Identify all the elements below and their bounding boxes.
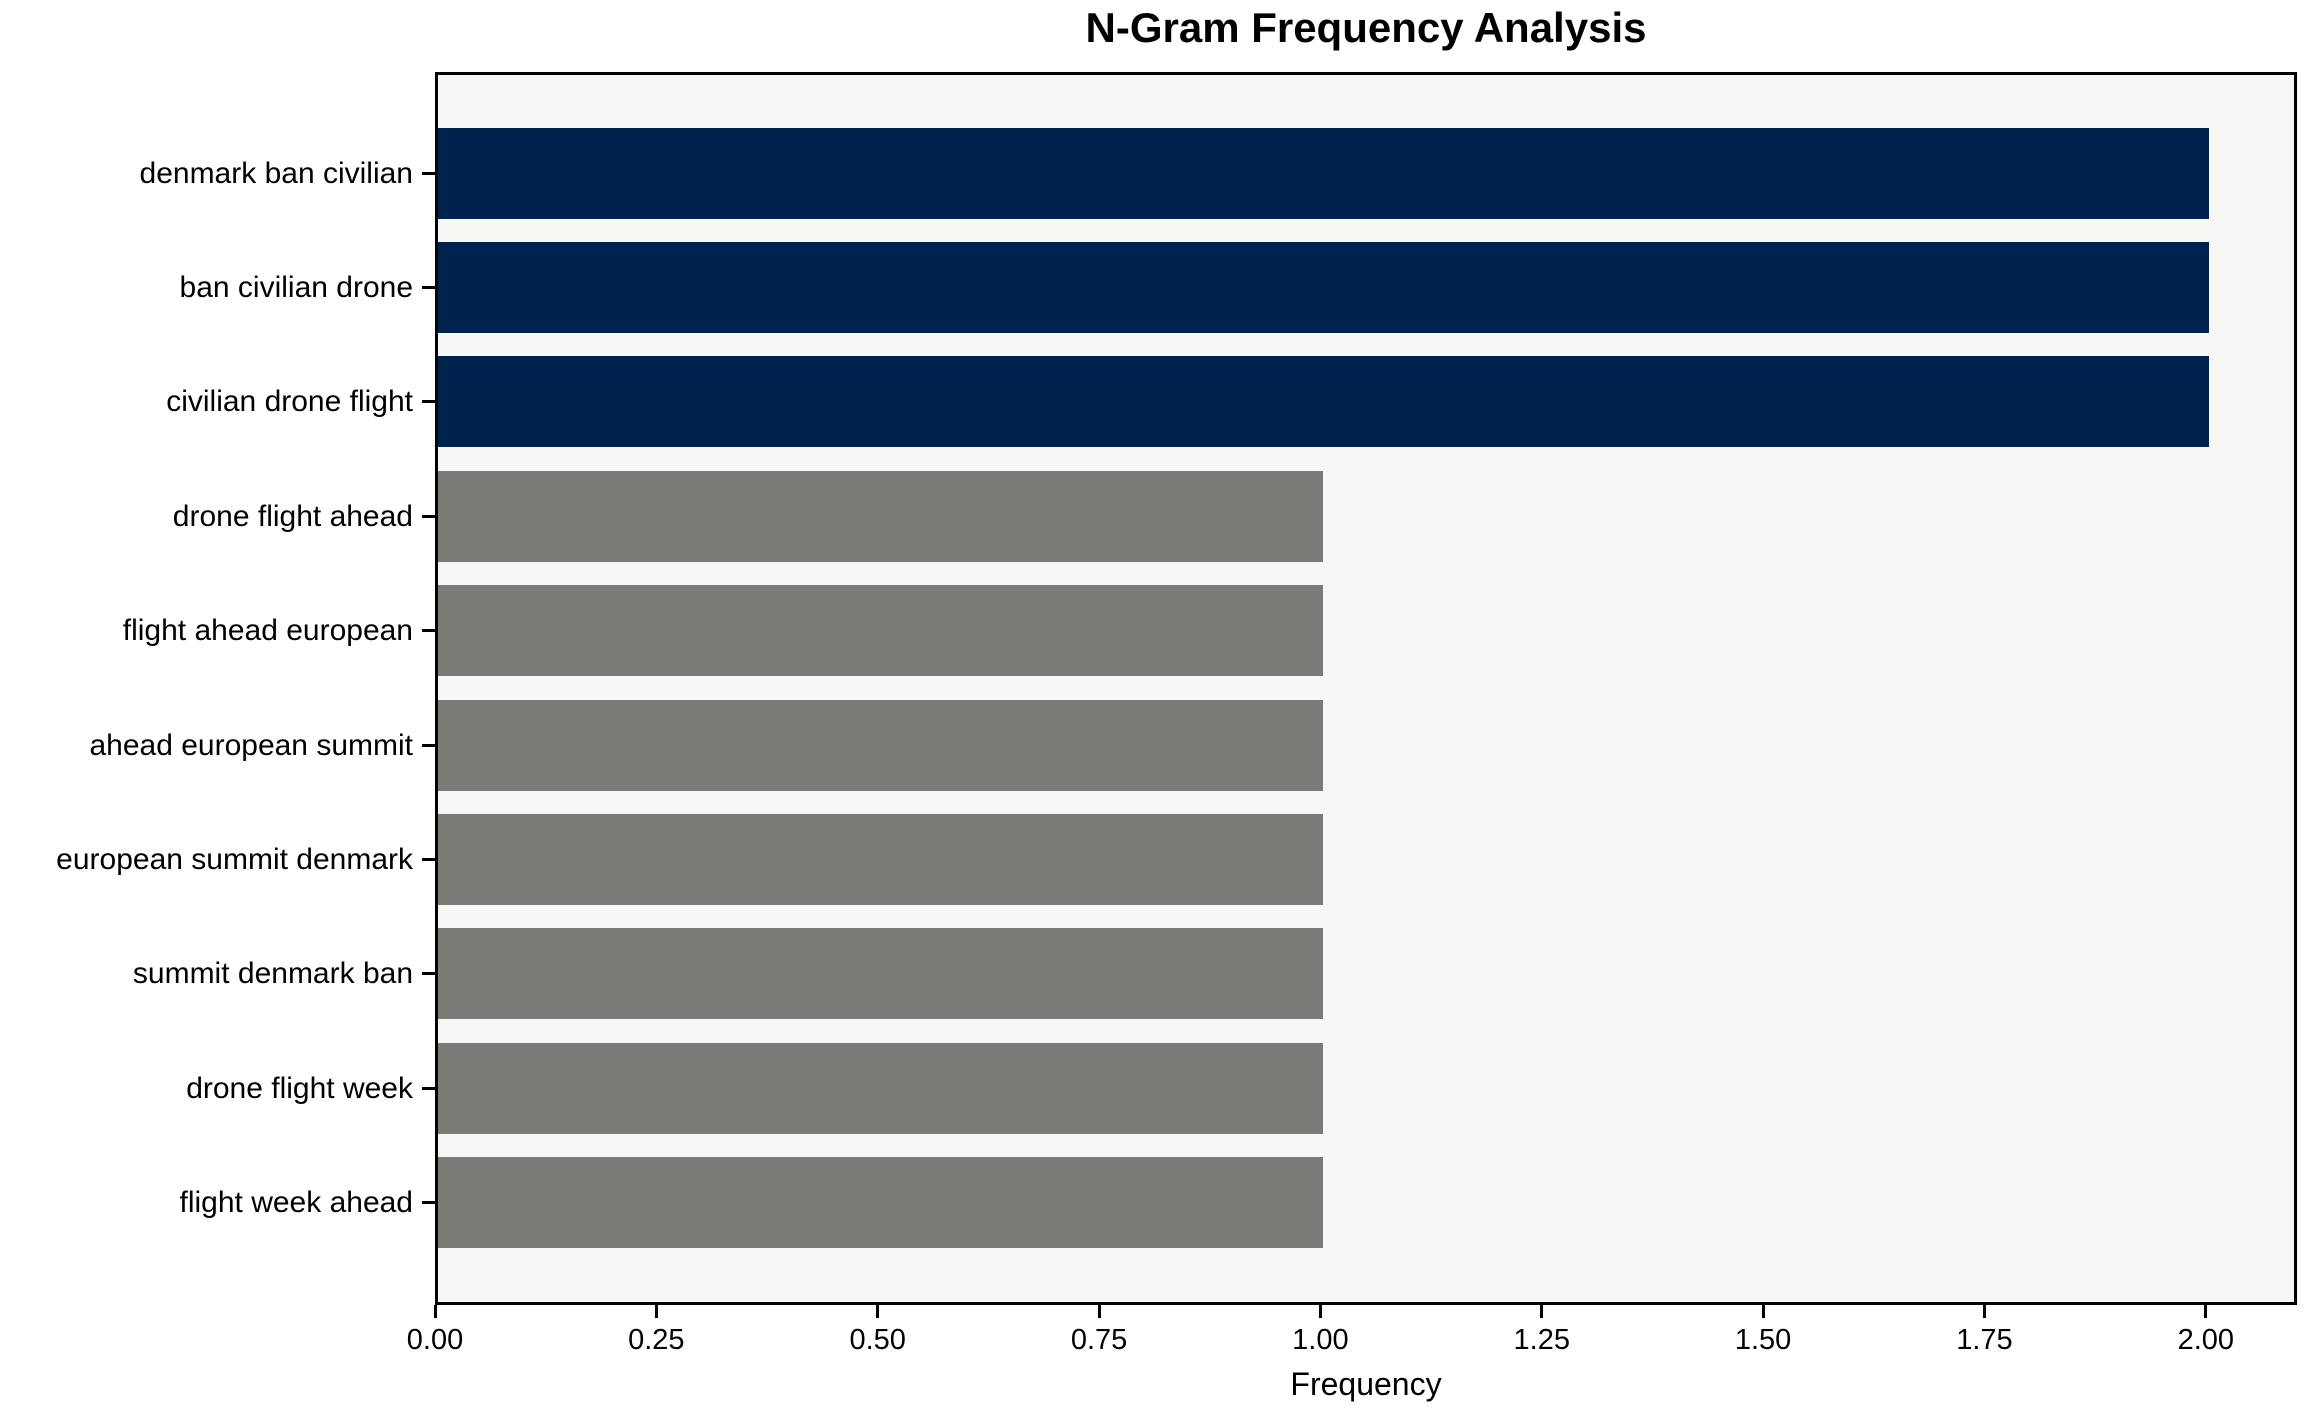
bar bbox=[438, 699, 1324, 791]
y-tick-mark bbox=[422, 972, 435, 976]
x-tick-label: 1.00 bbox=[1292, 1324, 1349, 1356]
bar bbox=[438, 470, 1324, 562]
x-tick-mark bbox=[1540, 1305, 1544, 1318]
y-tick-label: denmark ban civilian bbox=[139, 156, 413, 190]
x-tick-mark bbox=[1318, 1305, 1322, 1318]
bar bbox=[438, 241, 2209, 333]
x-tick-mark bbox=[1761, 1305, 1765, 1318]
bar bbox=[438, 1157, 1324, 1249]
bar bbox=[438, 585, 1324, 677]
x-tick-mark bbox=[2204, 1305, 2208, 1318]
x-tick-mark bbox=[1097, 1305, 1101, 1318]
y-tick-mark bbox=[422, 1086, 435, 1090]
y-tick-mark bbox=[422, 171, 435, 175]
chart-title: N-Gram Frequency Analysis bbox=[1085, 4, 1647, 51]
y-tick-label: civilian drone flight bbox=[166, 385, 413, 419]
y-tick-label: european summit denmark bbox=[56, 842, 413, 876]
x-tick-mark bbox=[876, 1305, 880, 1318]
y-tick-label: ban civilian drone bbox=[179, 270, 413, 304]
x-tick-label: 1.25 bbox=[1513, 1324, 1570, 1356]
y-tick-label: ahead european summit bbox=[89, 728, 413, 762]
x-tick-label: 0.75 bbox=[1070, 1324, 1128, 1356]
bar bbox=[438, 1042, 1324, 1134]
bar bbox=[438, 813, 1324, 905]
y-tick-label: flight ahead european bbox=[122, 614, 413, 648]
plot-area bbox=[435, 72, 2297, 1305]
y-tick-label: flight week ahead bbox=[179, 1186, 414, 1220]
x-tick-label: 0.00 bbox=[406, 1324, 464, 1356]
x-tick-mark bbox=[1982, 1305, 1986, 1318]
bar bbox=[438, 127, 2209, 219]
y-tick-mark bbox=[422, 629, 435, 633]
y-tick-label: drone flight ahead bbox=[172, 499, 413, 533]
y-tick-label: drone flight week bbox=[186, 1071, 413, 1105]
bar bbox=[438, 356, 2209, 448]
y-tick-mark bbox=[422, 514, 435, 518]
x-tick-label: 0.25 bbox=[628, 1324, 685, 1356]
x-tick-mark bbox=[433, 1305, 437, 1318]
y-tick-label: summit denmark ban bbox=[132, 957, 413, 991]
y-tick-mark bbox=[422, 285, 435, 289]
x-tick-label: 1.75 bbox=[1956, 1324, 2013, 1356]
y-tick-mark bbox=[422, 1201, 435, 1205]
x-tick-mark bbox=[654, 1305, 658, 1318]
y-tick-mark bbox=[422, 857, 435, 861]
x-axis-label: Frequency bbox=[1290, 1366, 1442, 1402]
bar bbox=[438, 928, 1324, 1020]
x-tick-label: 0.50 bbox=[849, 1324, 906, 1356]
x-tick-label: 1.50 bbox=[1734, 1324, 1792, 1356]
y-tick-mark bbox=[422, 400, 435, 404]
y-tick-mark bbox=[422, 743, 435, 747]
x-tick-label: 2.00 bbox=[2177, 1324, 2235, 1356]
